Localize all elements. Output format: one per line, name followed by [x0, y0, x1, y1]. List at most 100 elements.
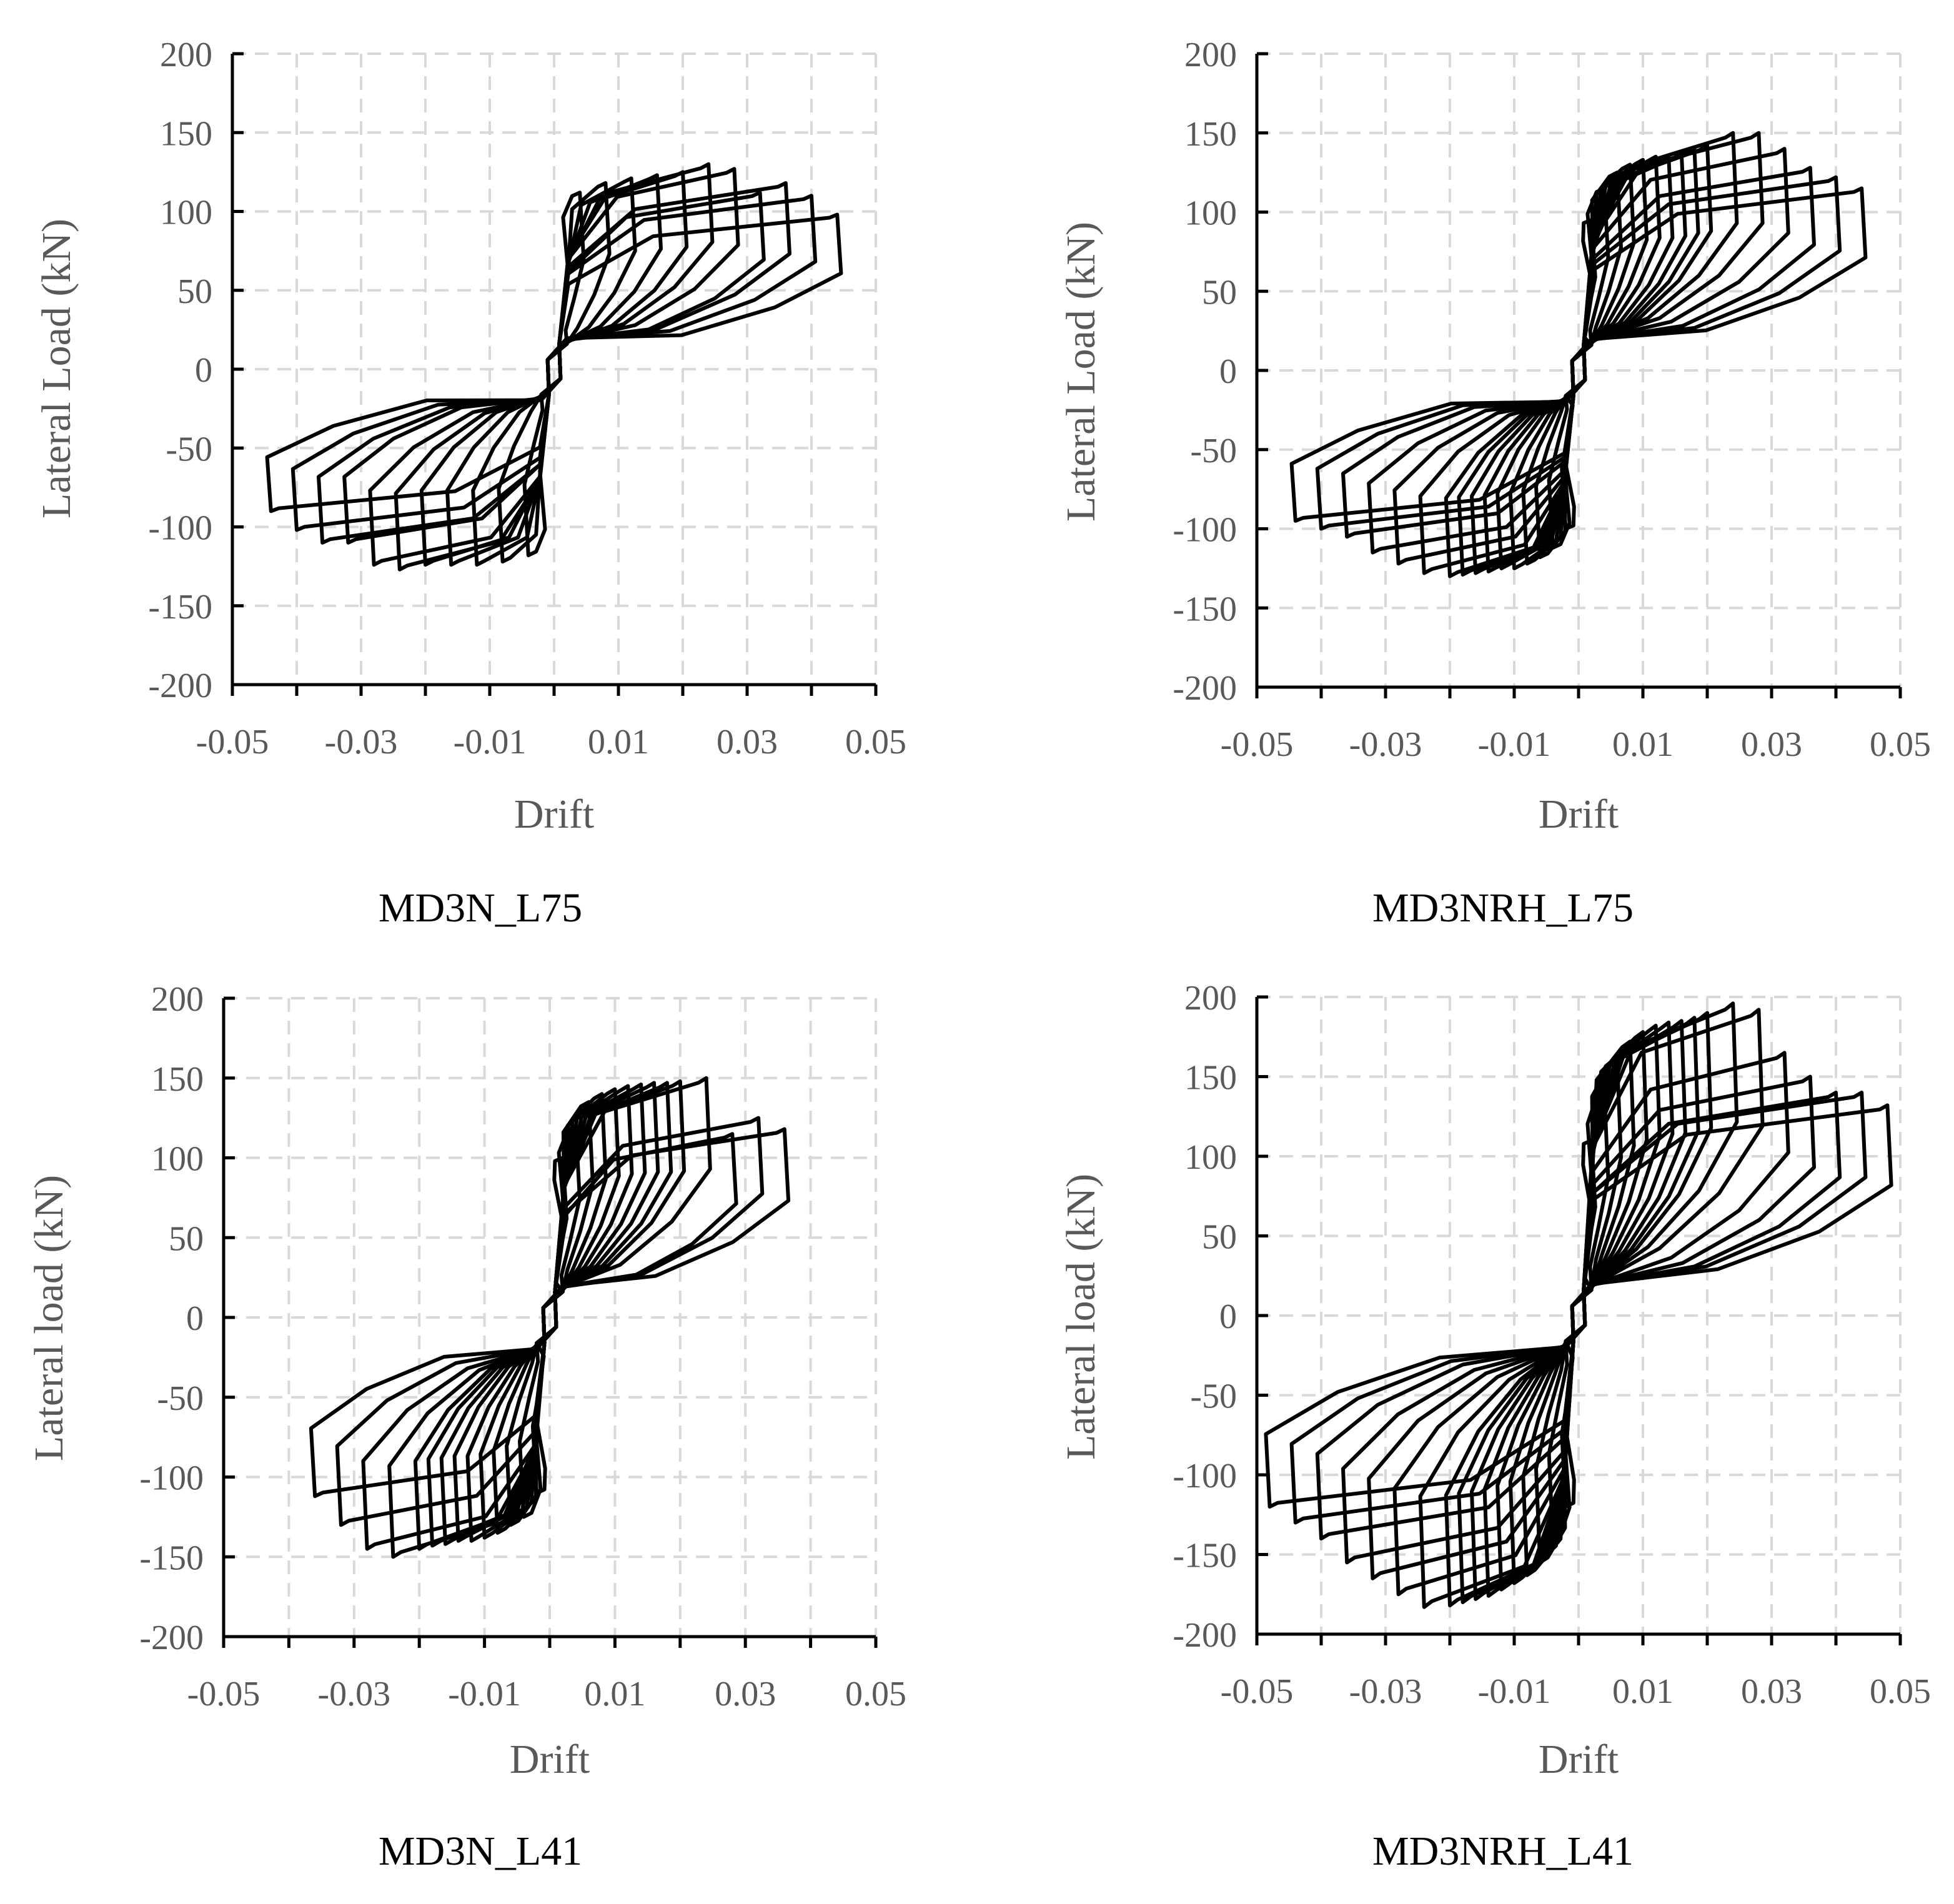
x-tick-label: 0.05 [845, 1675, 906, 1713]
y-tick-label: -100 [139, 1459, 204, 1498]
x-tick-label: 0.05 [1870, 1672, 1931, 1711]
y-tick-label: -100 [1173, 511, 1237, 550]
y-tick-label: 0 [186, 1299, 204, 1338]
y-tick-label: -50 [1190, 1377, 1237, 1416]
y-axis-title: Lateral load (kN) [1058, 1174, 1104, 1460]
y-tick-label: 200 [160, 36, 212, 74]
x-tick-label: -0.03 [317, 1675, 390, 1713]
y-tick-label: 0 [1219, 352, 1237, 391]
chart-caption: MD3N_L75 [379, 885, 582, 931]
y-tick-label: -50 [166, 430, 212, 469]
gridlines [224, 997, 877, 1637]
x-tick-labels: -0.05 -0.03 -0.01 0.01 0.03 0.05 [196, 723, 906, 761]
x-tick-labels: -0.05 -0.03 -0.01 0.01 0.03 0.05 [1221, 725, 1931, 764]
y-tick-label: -150 [139, 1539, 204, 1577]
y-tick-label: 100 [151, 1140, 204, 1179]
y-tick-label: -200 [1173, 669, 1237, 708]
x-tick-label: 0.05 [1870, 725, 1931, 764]
y-tick-label: 0 [1219, 1297, 1237, 1336]
y-tick-label: 200 [1184, 36, 1237, 74]
y-tick-labels: 200 150 100 50 0 -50 -100 -150 -200 [139, 980, 204, 1657]
y-tick-label: -100 [148, 509, 212, 548]
axes [1255, 52, 1902, 698]
y-tick-labels: 200 150 100 50 0 -50 -100 -150 -200 [1173, 979, 1237, 1655]
y-tick-label: -50 [157, 1379, 204, 1418]
y-tick-label: 150 [160, 114, 212, 153]
x-tick-label: -0.01 [448, 1675, 521, 1713]
y-tick-label: 50 [1202, 273, 1237, 312]
x-tick-label: 0.01 [584, 1675, 645, 1713]
gridlines [232, 52, 877, 685]
x-tick-label: -0.05 [187, 1675, 260, 1713]
y-tick-label: 100 [1184, 194, 1237, 233]
y-tick-label: 150 [1184, 1059, 1237, 1098]
x-tick-label: -0.01 [1478, 1672, 1551, 1711]
x-tick-label: 0.03 [717, 723, 778, 761]
y-tick-label: -150 [148, 588, 212, 627]
x-tick-label: 0.03 [1741, 725, 1802, 764]
axes [231, 52, 878, 696]
y-tick-label: -200 [1173, 1616, 1237, 1655]
x-tick-labels: -0.05 -0.03 -0.01 0.01 0.03 0.05 [187, 1675, 906, 1713]
y-tick-label: -200 [148, 667, 212, 705]
x-tick-label: -0.01 [454, 723, 527, 761]
hysteresis-cycle [1264, 1103, 1893, 1509]
hysteresis-cycle [309, 1127, 791, 1499]
y-tick-label: 200 [151, 980, 204, 1019]
hysteresis-cycle [265, 212, 843, 513]
y-axis-title: Lateral Load (kN) [1058, 222, 1104, 522]
y-axis-title: Lateral Load (kN) [34, 219, 79, 518]
y-tick-label: -50 [1190, 432, 1237, 470]
hysteresis-loops [309, 1076, 791, 1559]
hysteresis-loops [1264, 1001, 1893, 1609]
y-tick-label: 50 [177, 272, 212, 311]
x-tick-label: -0.03 [1349, 725, 1422, 764]
hysteresis-cycle [1470, 1019, 1687, 1601]
x-tick-labels: -0.05 -0.03 -0.01 0.01 0.03 0.05 [1221, 1672, 1931, 1711]
y-tick-label: -200 [139, 1619, 204, 1657]
chart-caption: MD3NRH_L41 [1372, 1828, 1634, 1874]
x-tick-label: 0.03 [1741, 1672, 1802, 1711]
y-tick-label: 0 [195, 351, 212, 390]
y-tick-label: 150 [1184, 115, 1237, 154]
x-axis-title: Drift [1539, 1737, 1619, 1782]
y-tick-label: 50 [1202, 1218, 1237, 1257]
x-tick-label: -0.01 [1478, 725, 1551, 764]
y-tick-label: -150 [1173, 1537, 1237, 1575]
x-tick-label: 0.01 [588, 723, 649, 761]
y-tick-labels: 200 150 100 50 0 -50 -100 -150 -200 [1173, 36, 1237, 708]
x-tick-label: 0.01 [1612, 725, 1674, 764]
hysteresis-cycle [1289, 186, 1868, 523]
axes [222, 996, 878, 1648]
gridlines [1257, 996, 1902, 1634]
x-tick-label: 0.03 [715, 1675, 776, 1713]
y-tick-label: 150 [151, 1060, 204, 1099]
x-tick-label: 0.05 [845, 723, 906, 761]
x-tick-label: -0.03 [325, 723, 398, 761]
y-tick-label: 200 [1184, 979, 1237, 1018]
axes [1255, 995, 1902, 1645]
chart-caption: MD3N_L41 [379, 1828, 582, 1874]
x-tick-label: -0.05 [1221, 1672, 1294, 1711]
y-tick-label: 100 [1184, 1138, 1237, 1177]
y-tick-label: -100 [1173, 1457, 1237, 1495]
x-axis-title: Drift [510, 1737, 590, 1782]
hysteresis-loops [1289, 131, 1868, 578]
y-tick-label: 100 [160, 194, 212, 232]
gridlines [1257, 52, 1902, 687]
x-tick-label: -0.05 [196, 723, 269, 761]
y-tick-labels: 200 150 100 50 0 -50 -100 -150 -200 [148, 36, 212, 705]
y-axis-title: Lateral load (kN) [26, 1175, 72, 1461]
chart-caption: MD3NRH_L75 [1372, 885, 1634, 931]
y-tick-label: 50 [169, 1219, 204, 1258]
x-tick-label: 0.01 [1612, 1672, 1674, 1711]
x-tick-label: -0.03 [1349, 1672, 1422, 1711]
y-tick-label: -150 [1173, 590, 1237, 628]
x-axis-title: Drift [514, 791, 594, 837]
x-axis-title: Drift [1539, 791, 1619, 837]
